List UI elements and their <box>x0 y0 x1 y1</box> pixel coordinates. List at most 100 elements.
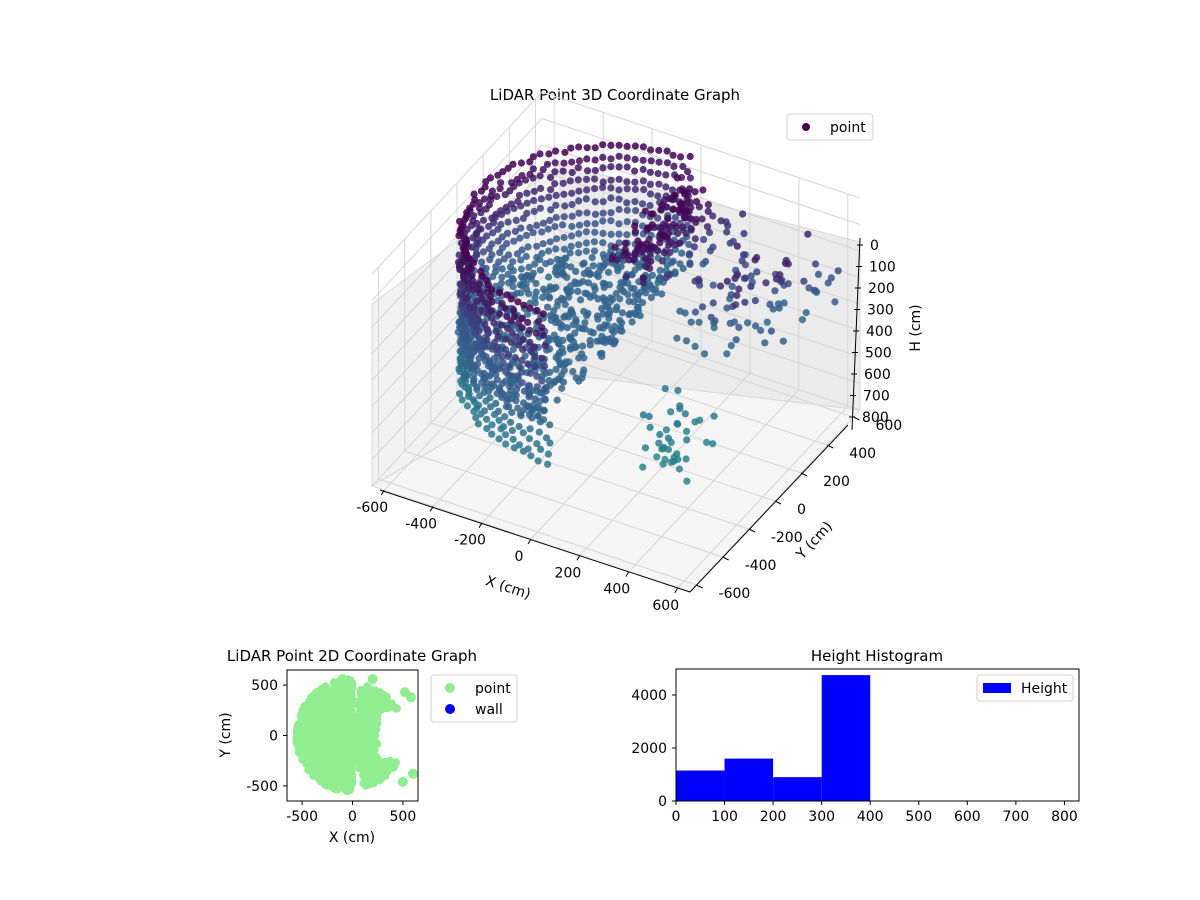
point-3d <box>526 158 534 166</box>
point-2d <box>366 778 375 787</box>
point-3d <box>507 200 515 208</box>
point-3d <box>583 186 591 194</box>
y-tick-3d <box>722 556 729 561</box>
point-3d <box>653 453 661 461</box>
point-3d <box>647 146 655 154</box>
point-3d <box>568 200 576 209</box>
point-3d <box>519 345 527 354</box>
point-3d <box>717 217 725 225</box>
point-3d <box>709 212 717 220</box>
point-3d <box>682 337 691 345</box>
z-axis-line <box>851 237 861 431</box>
point-3d <box>536 266 545 274</box>
point-3d <box>691 235 699 243</box>
points-3d <box>454 141 842 485</box>
point-3d <box>642 240 650 248</box>
point-3d <box>559 221 567 229</box>
point-3d <box>568 232 576 240</box>
point-3d <box>594 273 602 281</box>
point-2d <box>386 758 395 767</box>
point-3d <box>508 179 516 187</box>
ticks-2d: -500 0 500 -500 0 500 <box>246 678 416 825</box>
point-3d <box>682 207 690 216</box>
point-3d <box>728 282 736 290</box>
point-3d <box>490 319 498 327</box>
point-3d <box>536 150 544 158</box>
point-3d <box>465 390 473 398</box>
point-3d <box>735 285 743 293</box>
point-3d <box>533 253 541 262</box>
point-3d <box>469 234 477 242</box>
point-3d <box>531 395 539 403</box>
point-3d <box>543 160 552 168</box>
point-3d <box>498 265 506 273</box>
point-3d <box>474 286 482 294</box>
y-tick-label-3d: -600 <box>719 586 751 602</box>
point-3d <box>667 408 675 416</box>
point-3d <box>539 331 548 339</box>
point-3d <box>468 313 476 321</box>
point-3d <box>639 274 647 282</box>
x-axis-line <box>379 489 691 593</box>
point-3d <box>607 163 615 171</box>
point-2d <box>368 772 377 781</box>
point-2d <box>311 733 320 742</box>
point-3d <box>507 338 515 347</box>
point-3d <box>656 266 664 274</box>
point-3d <box>483 325 491 333</box>
point-2d <box>315 714 324 723</box>
point-3d <box>751 297 760 305</box>
point-3d <box>639 177 648 185</box>
point-3d <box>501 304 509 312</box>
point-3d <box>514 298 522 306</box>
point-2d <box>407 768 418 779</box>
point-3d <box>633 245 641 254</box>
point-3d <box>566 249 574 257</box>
x-tick-label-histogram: 700 <box>1003 809 1030 825</box>
point-3d <box>568 158 576 166</box>
y-tick-label-histogram: 0 <box>658 794 667 810</box>
x-tick-label-2d: 0 <box>348 809 357 825</box>
point-3d <box>504 394 512 403</box>
grid-3d <box>371 91 861 589</box>
point-2d <box>330 694 339 703</box>
point-3d <box>709 281 717 289</box>
point-2d <box>350 730 359 739</box>
point-3d <box>700 350 709 358</box>
point-3d <box>615 163 623 171</box>
point-3d <box>780 299 788 307</box>
point-3d <box>642 289 650 297</box>
point-2d <box>339 755 348 764</box>
point-3d <box>639 463 647 471</box>
point-3d <box>494 225 502 233</box>
point-3d <box>538 354 546 363</box>
point-3d <box>520 399 528 407</box>
point-3d <box>489 362 497 370</box>
point-3d <box>824 279 832 287</box>
point-3d <box>682 455 690 463</box>
point-3d <box>590 247 599 255</box>
point-3d <box>461 277 469 285</box>
point-2d <box>362 718 371 727</box>
point-3d <box>524 445 532 453</box>
point-2d <box>344 764 353 773</box>
point-3d <box>605 314 613 322</box>
point-3d <box>506 263 514 271</box>
point-3d <box>514 197 522 206</box>
y-tick-label-3d: -400 <box>745 558 777 574</box>
point-3d <box>509 258 517 266</box>
point-3d <box>470 303 478 311</box>
point-3d <box>683 477 691 485</box>
z-tick-label-3d: 400 <box>866 324 893 340</box>
point-3d <box>655 146 663 154</box>
point-3d <box>534 403 542 411</box>
point-3d <box>574 164 582 172</box>
point-3d <box>641 207 650 215</box>
point-3d <box>541 342 549 350</box>
point-3d <box>646 264 654 272</box>
point-3d <box>674 229 682 238</box>
point-3d <box>662 171 670 179</box>
point-3d <box>655 158 663 166</box>
point-3d <box>695 318 703 326</box>
point-3d <box>538 228 546 236</box>
